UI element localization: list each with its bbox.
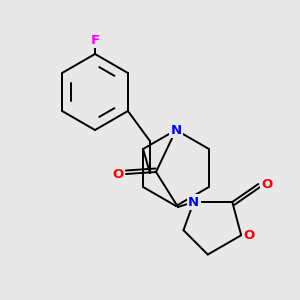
Text: N: N [170,124,182,136]
Text: O: O [112,167,124,181]
Text: O: O [244,229,255,242]
Text: N: N [188,196,199,208]
Text: O: O [262,178,273,190]
Text: F: F [90,34,100,46]
